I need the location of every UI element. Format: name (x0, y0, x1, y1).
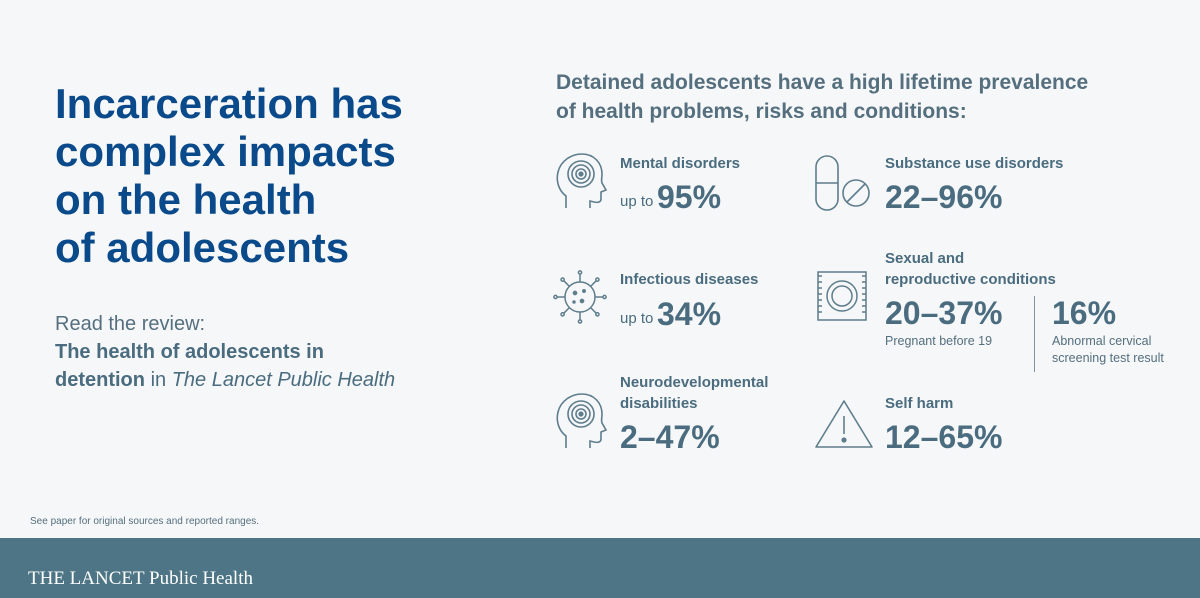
infectious-prefix: up to (620, 310, 654, 327)
brand-logo[interactable]: THE LANCET Public Health (28, 568, 253, 589)
divider (1034, 296, 1035, 372)
head-target-icon (552, 390, 608, 452)
mental-label: Mental disorders (620, 155, 741, 172)
selfharm-value: 12–65% (885, 419, 1003, 455)
headline-line: on the health (55, 176, 317, 223)
intro-line: of health problems, risks and conditions… (556, 100, 967, 123)
cervical-caption: Abnormal cervical (1052, 334, 1152, 348)
headline: Incarceration has complex impacts on the… (55, 80, 435, 272)
head-target-icon (552, 150, 608, 212)
condom-icon (812, 266, 872, 326)
neuro-label: disabilities (620, 395, 698, 412)
headline-line: of adolescents (55, 224, 350, 271)
intro-line: Detained adolescents have a high lifetim… (556, 71, 1089, 94)
cervical-value: 16% (1052, 295, 1117, 331)
infectious-value: 34% (657, 296, 722, 332)
mental-value: 95% (657, 179, 722, 215)
footer-bar (0, 538, 1200, 598)
headline-line: Incarceration has (55, 80, 403, 127)
substance-label: Substance use disorders (885, 155, 1064, 172)
neuro-label: Neurodevelopmental (620, 374, 769, 391)
review-title-part[interactable]: detention (55, 369, 145, 391)
review-in-word: in (150, 369, 167, 391)
review-title-part[interactable]: The health of adolescents in (55, 341, 324, 363)
virus-icon (551, 268, 609, 326)
intro-heading: Detained adolescents have a high lifetim… (556, 68, 1156, 126)
warning-icon (813, 398, 875, 450)
selfharm-label: Self harm (885, 395, 954, 412)
review-label: Read the review: (55, 313, 206, 335)
sexual-label: reproductive conditions (885, 271, 1056, 288)
sexual-label: Sexual and (885, 250, 965, 267)
headline-line: complex impacts (55, 128, 396, 175)
sexual-caption: Pregnant before 19 (885, 334, 993, 348)
review-journal[interactable]: The Lancet Public Health (171, 369, 396, 391)
neuro-value: 2–47% (620, 419, 720, 455)
substance-value: 22–96% (885, 179, 1003, 215)
review-title-line[interactable]: The health of adolescents in (55, 341, 324, 364)
infectious-label: Infectious diseases (620, 271, 759, 288)
review-title-line[interactable]: detention in The Lancet Public Health (55, 369, 395, 392)
sexual-value: 20–37% (885, 295, 1003, 331)
pill-icon (812, 153, 872, 213)
footnote: See paper for original sources and repor… (30, 516, 260, 527)
mental-prefix: up to (620, 193, 654, 210)
cervical-caption: screening test result (1052, 351, 1164, 365)
